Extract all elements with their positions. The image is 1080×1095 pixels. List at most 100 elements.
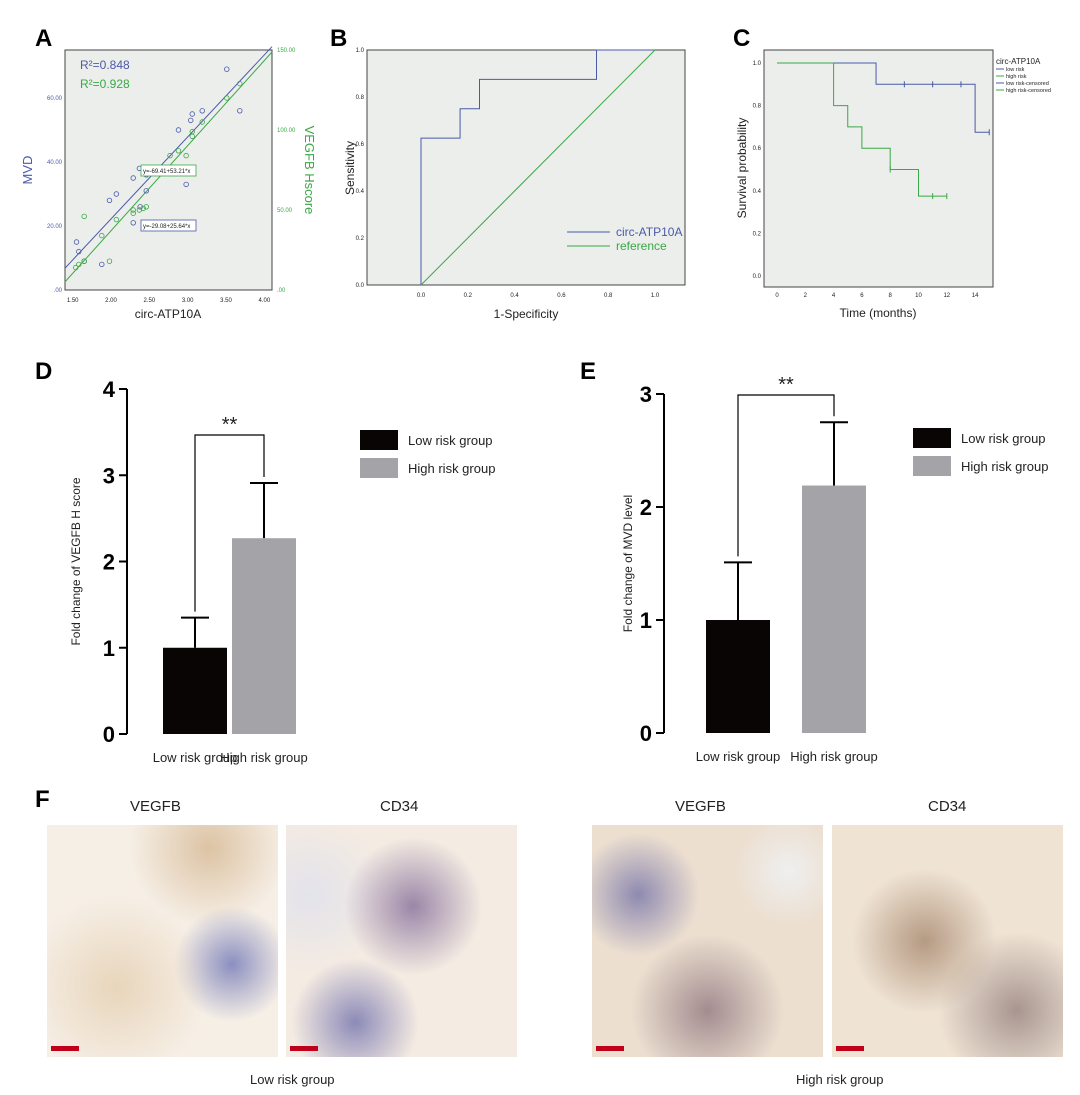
y-right-tick-label: 150.00 — [277, 48, 296, 54]
data-point-vegfb — [81, 213, 87, 220]
stain-label-cd34-low: CD34 — [380, 798, 419, 815]
y-tick-label: 1.0 — [753, 61, 762, 67]
y-tick-label: 0 — [103, 722, 115, 747]
y-tick-label: 2 — [640, 495, 652, 520]
group-label-high: High risk group — [796, 1072, 884, 1087]
y-tick-label: 1 — [103, 636, 115, 661]
data-point-mvd — [237, 108, 243, 114]
data-point-vegfb — [76, 261, 82, 268]
y-tick-label: .00 — [54, 288, 63, 294]
x-axis-label: 1-Specificity — [494, 307, 559, 321]
equation-box-vegfb — [140, 164, 197, 177]
histology-image-cd34-low — [286, 825, 517, 1057]
y-tick-label: 0.6 — [753, 146, 762, 152]
legend-label: high risk — [1006, 74, 1027, 80]
x-tick-label: 2.00 — [105, 298, 117, 304]
y-right-axis-label: VEGFB Hscore — [302, 126, 317, 215]
panel-label-d: D — [35, 358, 53, 385]
data-point-mvd — [99, 261, 105, 268]
x-axis-label: Time (months) — [840, 306, 917, 320]
bar-0 — [163, 647, 227, 734]
x-tick-label: Low risk group — [696, 749, 781, 764]
panel-label-b: B — [330, 25, 348, 52]
bar-0 — [706, 620, 770, 733]
survival-curve-0 — [777, 62, 990, 133]
data-point-mvd — [143, 188, 149, 194]
x-tick-label: 1.50 — [67, 298, 79, 304]
data-point-mvd — [199, 108, 205, 114]
y-axis-label: MVD — [20, 156, 35, 185]
data-point-vegfb — [189, 128, 195, 135]
y-tick-label: 0.4 — [356, 189, 365, 195]
histology-image-vegfb-low — [47, 825, 278, 1057]
significance-label: ** — [222, 414, 238, 436]
y-tick-label: 1 — [640, 608, 652, 633]
legend-label: Low risk group — [961, 431, 1046, 446]
legend-label: High risk group — [961, 459, 1048, 474]
y-tick-label: 0.2 — [356, 236, 365, 242]
r2-vegfb: R²=0.928 — [80, 77, 130, 91]
histology-image-cd34-high — [832, 825, 1063, 1057]
x-tick-label: Low risk group — [153, 750, 238, 765]
equation-vegfb: y=-69.41+53.21*x — [143, 169, 190, 175]
data-point-mvd — [76, 248, 82, 255]
y-tick-label: 2 — [103, 550, 115, 575]
stain-label-cd34-high: CD34 — [928, 798, 967, 815]
y-right-tick-label: 100.00 — [277, 128, 296, 134]
y-tick-label: 0.0 — [356, 283, 365, 289]
x-tick-label: High risk group — [220, 750, 307, 765]
y-tick-label: 0.6 — [356, 142, 365, 148]
x-tick-label: 4.00 — [258, 298, 270, 304]
legend-label: low risk — [1006, 67, 1025, 73]
equation-box-mvd — [140, 219, 197, 232]
x-tick-label: High risk group — [790, 749, 877, 764]
data-point-vegfb — [199, 119, 205, 125]
bar-1 — [802, 485, 866, 733]
data-point-mvd — [73, 239, 80, 245]
data-point-vegfb — [143, 204, 149, 210]
x-tick-label: 3.00 — [182, 298, 194, 304]
y-tick-label: 0.0 — [753, 274, 762, 280]
y-right-tick-label: 50.00 — [277, 208, 293, 214]
y-tick-label: 0.8 — [753, 104, 762, 110]
data-point-mvd — [175, 127, 182, 133]
y-axis-label: Fold change of VEGFB H score — [69, 477, 83, 645]
data-point-vegfb — [237, 80, 243, 87]
data-point-vegfb — [167, 152, 173, 159]
x-axis-label: circ-ATP10A — [135, 307, 201, 321]
roc-line-1 — [420, 49, 656, 286]
data-point-vegfb — [224, 95, 230, 101]
legend-swatch — [360, 430, 398, 450]
x-tick-label: 10 — [915, 293, 922, 299]
scale-bar — [51, 1046, 79, 1051]
legend-label: low risk-censored — [1006, 81, 1049, 87]
histology-image-vegfb-high — [592, 825, 823, 1057]
y-tick-label: 0 — [640, 721, 652, 746]
scale-bar — [290, 1046, 318, 1051]
y-tick-label: 0.8 — [356, 95, 365, 101]
data-point-mvd — [130, 220, 136, 226]
x-tick-label: 3.50 — [220, 298, 232, 304]
y-tick-label: 20.00 — [47, 224, 63, 230]
legend-label: high risk-censored — [1006, 88, 1051, 94]
roc-line-0 — [420, 49, 655, 285]
data-point-vegfb — [81, 258, 87, 264]
x-tick-label: 0.0 — [417, 293, 426, 299]
scale-bar — [596, 1046, 624, 1051]
data-point-mvd — [137, 204, 143, 210]
y-tick-label: 3 — [640, 382, 652, 407]
y-tick-label: 60.00 — [47, 96, 63, 102]
plot-area-c — [763, 49, 994, 288]
y-axis-label: Sensitivity — [343, 141, 357, 195]
x-tick-label: 2.50 — [143, 298, 155, 304]
y-tick-label: 0.2 — [753, 231, 762, 237]
data-point-mvd — [224, 66, 230, 72]
legend-label: High risk group — [408, 461, 495, 476]
x-tick-label: 12 — [943, 293, 950, 299]
x-tick-label: 2 — [804, 293, 808, 299]
plot-area-b — [366, 49, 686, 286]
group-label-low: Low risk group — [250, 1072, 335, 1087]
y-right-tick-label: .00 — [277, 288, 286, 294]
